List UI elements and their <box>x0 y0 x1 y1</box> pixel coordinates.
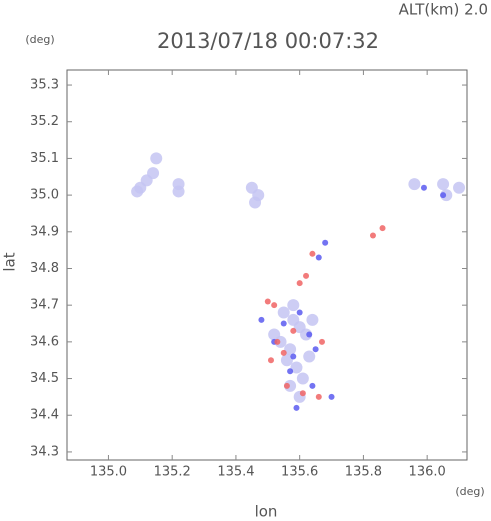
y-tick-label: 34.8 <box>30 261 59 276</box>
echo-point <box>440 192 447 199</box>
echo-point <box>312 346 319 353</box>
echo-point <box>306 313 319 326</box>
echo-point <box>290 353 297 360</box>
y-axis-label: lat <box>1 252 19 271</box>
echo-point <box>287 299 300 312</box>
echo-point <box>284 343 297 356</box>
echo-point <box>296 280 303 287</box>
echo-point <box>268 328 281 341</box>
echo-point <box>277 306 290 319</box>
y-tick-label: 34.4 <box>30 408 59 423</box>
echo-point <box>287 368 294 375</box>
echo-point <box>283 382 290 389</box>
x-tick-label: 135.6 <box>281 465 318 480</box>
echo-point <box>440 189 453 202</box>
echo-point <box>437 178 450 191</box>
echo-point <box>274 338 281 345</box>
x-axis-label: lon <box>255 503 278 521</box>
x-tick-label: 135.2 <box>154 465 191 480</box>
x-unit: (deg) <box>455 485 484 498</box>
echo-point <box>264 298 271 305</box>
echo-point <box>309 250 316 257</box>
echo-point <box>379 225 386 232</box>
echo-point <box>453 181 466 194</box>
echo-point <box>293 404 300 411</box>
echo-point <box>306 331 313 338</box>
echo-point <box>303 350 316 363</box>
echo-point <box>309 382 316 389</box>
echo-point <box>284 379 297 392</box>
echo-point <box>408 178 421 191</box>
echo-point <box>280 354 293 367</box>
chart-title: 2013/07/18 00:07:32 <box>157 29 379 53</box>
echo-point <box>147 167 160 180</box>
echo-point <box>420 184 427 191</box>
y-tick-label: 34.3 <box>30 444 59 459</box>
echo-point <box>303 272 310 279</box>
y-tick-label: 35.3 <box>30 78 59 93</box>
x-tick-label: 136.0 <box>409 465 446 480</box>
plot-frame <box>66 69 468 461</box>
echo-point <box>290 327 297 334</box>
altitude-label: ALT(km) 2.0 <box>399 1 488 19</box>
echo-point <box>280 349 287 356</box>
echo-point <box>299 390 306 397</box>
echo-point <box>296 309 303 316</box>
echo-point <box>328 393 335 400</box>
echo-point <box>300 328 313 341</box>
echo-point <box>290 361 303 374</box>
echo-point <box>271 302 278 309</box>
x-tick-label: 135.4 <box>217 465 254 480</box>
y-tick-label: 34.7 <box>30 298 59 313</box>
y-tick-label: 35.0 <box>30 188 59 203</box>
echo-point <box>172 185 185 198</box>
x-tick-label: 135.8 <box>345 465 382 480</box>
echo-point <box>315 254 322 261</box>
echo-point <box>267 357 274 364</box>
y-tick-label: 34.6 <box>30 334 59 349</box>
x-tick-label: 135.0 <box>90 465 127 480</box>
echo-point <box>315 393 322 400</box>
echo-point <box>150 152 163 165</box>
echo-point <box>369 232 376 239</box>
y-tick-label: 34.9 <box>30 224 59 239</box>
echo-point <box>322 239 329 246</box>
y-tick-label: 35.2 <box>30 114 59 129</box>
echo-point <box>280 320 287 327</box>
echo-point <box>318 338 325 345</box>
echo-point <box>258 316 265 323</box>
y-tick-label: 35.1 <box>30 151 59 166</box>
y-unit: (deg) <box>25 33 54 46</box>
echo-point <box>131 185 144 198</box>
echo-point <box>296 372 309 385</box>
echo-point <box>252 189 265 202</box>
y-tick-label: 34.5 <box>30 371 59 386</box>
